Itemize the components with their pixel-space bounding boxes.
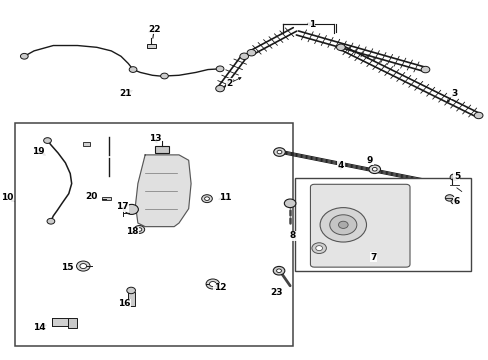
Circle shape xyxy=(209,282,216,287)
Text: 19: 19 xyxy=(32,147,45,156)
Text: 4: 4 xyxy=(337,161,344,170)
Circle shape xyxy=(445,195,453,201)
Text: 5: 5 xyxy=(453,172,459,181)
Circle shape xyxy=(126,287,135,294)
Circle shape xyxy=(43,138,51,143)
Circle shape xyxy=(205,279,219,289)
Circle shape xyxy=(368,165,380,174)
Text: 23: 23 xyxy=(270,288,282,297)
Bar xyxy=(52,319,70,326)
Bar xyxy=(155,146,169,153)
Circle shape xyxy=(473,112,482,119)
Circle shape xyxy=(450,199,457,204)
FancyBboxPatch shape xyxy=(310,184,409,267)
Circle shape xyxy=(124,204,138,215)
Circle shape xyxy=(137,228,142,231)
Circle shape xyxy=(338,221,347,228)
Text: 8: 8 xyxy=(289,231,296,240)
Bar xyxy=(82,142,89,146)
Circle shape xyxy=(315,246,322,251)
Circle shape xyxy=(134,226,144,233)
Text: 2: 2 xyxy=(226,79,232,88)
Circle shape xyxy=(273,266,284,275)
Text: 14: 14 xyxy=(33,323,46,332)
Circle shape xyxy=(201,195,212,203)
Circle shape xyxy=(129,67,137,72)
Circle shape xyxy=(160,73,168,79)
Bar xyxy=(15,123,292,346)
Circle shape xyxy=(273,148,285,156)
Text: 16: 16 xyxy=(118,299,130,308)
Text: 10: 10 xyxy=(1,193,14,202)
Text: 7: 7 xyxy=(369,253,376,262)
Circle shape xyxy=(277,150,282,154)
Text: 20: 20 xyxy=(84,192,97,201)
Text: 1: 1 xyxy=(308,19,314,28)
Circle shape xyxy=(47,219,55,224)
Circle shape xyxy=(246,49,255,56)
Circle shape xyxy=(240,53,248,59)
Circle shape xyxy=(216,66,224,72)
Circle shape xyxy=(371,167,376,171)
Text: 12: 12 xyxy=(213,283,226,292)
Text: 21: 21 xyxy=(120,89,132,98)
Circle shape xyxy=(449,174,458,180)
Bar xyxy=(294,178,470,271)
Circle shape xyxy=(76,261,90,271)
Text: 6: 6 xyxy=(453,197,459,206)
Text: 22: 22 xyxy=(148,25,161,34)
Circle shape xyxy=(320,208,366,242)
Text: 18: 18 xyxy=(125,228,138,237)
Text: 15: 15 xyxy=(61,264,73,273)
Text: 3: 3 xyxy=(450,89,457,98)
Bar xyxy=(128,292,134,306)
Circle shape xyxy=(20,53,28,59)
Circle shape xyxy=(336,44,345,50)
Text: 17: 17 xyxy=(116,202,128,211)
Circle shape xyxy=(276,269,281,273)
Text: 13: 13 xyxy=(148,134,161,143)
Polygon shape xyxy=(135,155,191,226)
Circle shape xyxy=(311,243,325,253)
Text: 9: 9 xyxy=(366,156,372,165)
Circle shape xyxy=(284,199,295,208)
Circle shape xyxy=(215,85,224,92)
Bar xyxy=(147,44,156,48)
Bar xyxy=(68,318,77,328)
Text: 11: 11 xyxy=(218,193,231,202)
Circle shape xyxy=(420,66,429,73)
Circle shape xyxy=(329,215,356,235)
Circle shape xyxy=(204,197,209,201)
Bar xyxy=(102,197,111,201)
Circle shape xyxy=(80,264,86,269)
